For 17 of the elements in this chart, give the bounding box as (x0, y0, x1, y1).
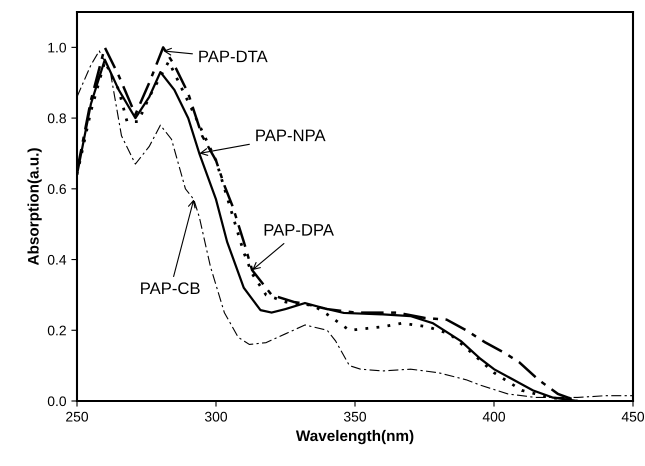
x-tick-label: 300 (204, 412, 228, 422)
x-tick-label: 400 (482, 412, 506, 422)
x-tick-label: 350 (344, 412, 366, 422)
x-axis-title: Wavelength(nm) (296, 430, 414, 444)
annotation: PAP-NPA (256, 130, 326, 142)
annotation: PAP-DTA (199, 50, 268, 62)
annotation: PAP-CB (141, 282, 200, 294)
y-tick-label: 0.2 (48, 326, 66, 336)
y-axis-title: Absorption(a.u.) (27, 148, 42, 266)
annotation: PAP-DPA (264, 224, 334, 236)
y-tick-label: 0.6 (48, 184, 66, 194)
y-tick-label: 0.8 (48, 113, 66, 124)
y-tick-label: 0.0 (48, 396, 66, 406)
x-tick-label: 250 (66, 412, 88, 422)
y-tick-label: 0.4 (48, 254, 66, 265)
y-tick-label: 1.0 (48, 42, 66, 53)
x-tick-label: 450 (622, 412, 644, 422)
